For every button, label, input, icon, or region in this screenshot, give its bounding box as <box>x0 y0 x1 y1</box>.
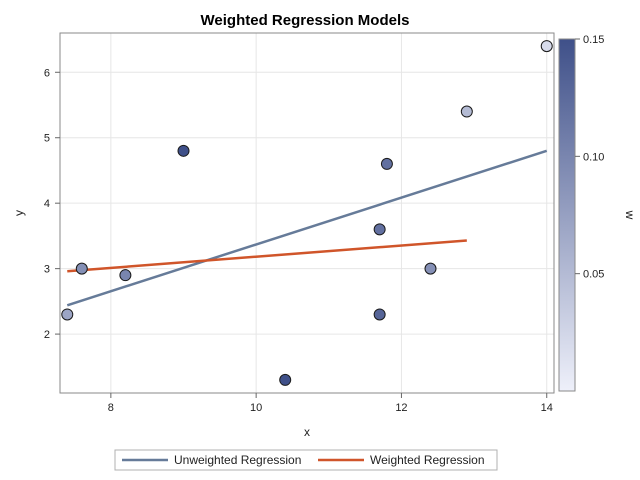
chart-title: Weighted Regression Models <box>201 12 410 29</box>
x-tick-label: 10 <box>250 402 262 414</box>
legend-frame <box>114 449 498 471</box>
data-point <box>380 157 393 170</box>
colorbar <box>558 38 576 392</box>
data-point <box>279 373 292 386</box>
x-tick-label: 12 <box>395 402 407 414</box>
y-axis: 2 3 4 5 6 <box>44 67 60 341</box>
legend: Unweighted Regression Weighted Regressio… <box>114 449 498 471</box>
data-point <box>119 269 132 282</box>
legend-label-weighted: Weighted Regression <box>370 453 485 467</box>
y-tick-label: 5 <box>44 133 50 145</box>
unweighted-regression-line <box>66 149 548 307</box>
regression-lines <box>66 149 548 307</box>
data-point <box>540 40 553 53</box>
colorbar-tick-label: 0.15 <box>583 34 604 46</box>
y-tick-label: 2 <box>44 329 50 341</box>
data-point <box>373 223 386 236</box>
data-point <box>373 308 386 321</box>
data-point <box>61 308 74 321</box>
y-tick-label: 4 <box>44 198 50 210</box>
colorbar-label: w <box>623 210 637 220</box>
y-tick-label: 6 <box>44 67 50 79</box>
data-point <box>177 144 190 157</box>
data-point <box>460 105 473 118</box>
colorbar-tick-label: 0.05 <box>583 269 604 281</box>
data-point <box>424 262 437 275</box>
plot-frame <box>59 32 555 394</box>
x-tick-label: 14 <box>541 402 553 414</box>
x-axis-label: x <box>304 425 310 439</box>
colorbar-ticks: 0.05 0.10 0.15 <box>575 34 604 281</box>
y-axis-label: y <box>12 210 26 216</box>
colorbar-tick-label: 0.10 <box>583 151 604 163</box>
grid-lines <box>60 33 554 393</box>
x-axis: 8 10 12 14 <box>108 393 553 414</box>
y-tick-label: 3 <box>44 264 50 276</box>
data-point <box>75 262 88 275</box>
legend-label-unweighted: Unweighted Regression <box>174 453 301 467</box>
x-tick-label: 8 <box>108 402 114 414</box>
scatter-points <box>61 40 553 386</box>
weighted-regression-line <box>67 239 467 273</box>
